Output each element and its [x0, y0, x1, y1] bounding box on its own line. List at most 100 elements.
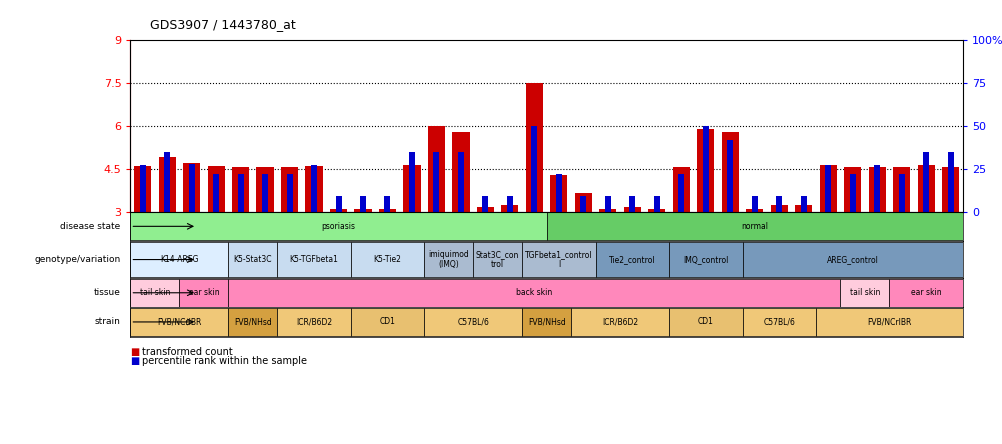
Bar: [574, 193, 591, 212]
Text: IMQ_control: IMQ_control: [682, 255, 727, 264]
Bar: [130, 308, 228, 336]
Bar: [360, 196, 366, 212]
Text: FVB/NHsd: FVB/NHsd: [233, 317, 272, 326]
Bar: [306, 166, 323, 212]
Bar: [546, 212, 962, 240]
Bar: [922, 151, 928, 212]
Bar: [800, 196, 806, 212]
Bar: [795, 205, 812, 212]
Text: transformed count: transformed count: [142, 347, 232, 357]
Text: FVB/NCrIBR: FVB/NCrIBR: [157, 317, 201, 326]
Bar: [424, 308, 522, 336]
Bar: [330, 209, 347, 212]
Bar: [522, 308, 570, 336]
Bar: [433, 151, 439, 212]
Bar: [228, 279, 840, 307]
Bar: [458, 151, 464, 212]
Bar: [384, 196, 390, 212]
Bar: [770, 205, 787, 212]
Bar: [501, 205, 518, 212]
Text: ICR/B6D2: ICR/B6D2: [296, 317, 332, 326]
Bar: [628, 196, 634, 212]
Bar: [868, 167, 885, 212]
Text: K5-Tie2: K5-Tie2: [373, 255, 401, 264]
Text: disease state: disease state: [60, 222, 120, 231]
Bar: [257, 167, 274, 212]
Bar: [595, 242, 668, 278]
Bar: [752, 196, 757, 212]
Bar: [672, 167, 689, 212]
Text: K5-TGFbeta1: K5-TGFbeta1: [290, 255, 338, 264]
Bar: [506, 196, 512, 212]
Text: C57BL/6: C57BL/6: [763, 317, 795, 326]
Text: tissue: tissue: [93, 288, 120, 297]
Text: tail skin: tail skin: [849, 288, 879, 297]
Bar: [525, 83, 542, 212]
Bar: [721, 131, 738, 212]
Bar: [409, 151, 415, 212]
Bar: [158, 157, 175, 212]
Text: K14-AREG: K14-AREG: [160, 255, 198, 264]
Bar: [351, 308, 424, 336]
Text: C57BL/6: C57BL/6: [457, 317, 489, 326]
Bar: [277, 242, 351, 278]
Bar: [134, 166, 151, 212]
Bar: [653, 196, 659, 212]
Bar: [849, 174, 855, 212]
Bar: [237, 174, 243, 212]
Text: tail skin: tail skin: [139, 288, 170, 297]
Text: ICR/B6D2: ICR/B6D2: [601, 317, 637, 326]
Text: ear skin: ear skin: [188, 288, 219, 297]
Bar: [889, 279, 962, 307]
Bar: [677, 174, 683, 212]
Bar: [188, 164, 194, 212]
Text: ear skin: ear skin: [910, 288, 941, 297]
Bar: [726, 139, 732, 212]
Bar: [819, 165, 836, 212]
Text: ■: ■: [130, 356, 139, 366]
Text: psoriasis: psoriasis: [322, 222, 355, 231]
Bar: [668, 308, 741, 336]
Bar: [262, 174, 268, 212]
Bar: [555, 174, 561, 212]
Text: Tie2_control: Tie2_control: [608, 255, 655, 264]
Bar: [874, 165, 880, 212]
Text: imiquimod
(IMQ): imiquimod (IMQ): [428, 250, 469, 269]
Bar: [130, 279, 179, 307]
Bar: [741, 242, 962, 278]
Bar: [623, 207, 640, 212]
Bar: [473, 242, 522, 278]
Text: Stat3C_con
trol: Stat3C_con trol: [476, 250, 519, 269]
Bar: [179, 279, 228, 307]
Text: AREG_control: AREG_control: [826, 255, 878, 264]
Bar: [482, 196, 488, 212]
Bar: [816, 308, 962, 336]
Bar: [522, 242, 595, 278]
Bar: [164, 151, 170, 212]
Text: FVB/NCrIBR: FVB/NCrIBR: [867, 317, 911, 326]
Bar: [311, 165, 317, 212]
Text: ■: ■: [130, 347, 139, 357]
Bar: [452, 131, 469, 212]
Text: CD1: CD1: [697, 317, 713, 326]
Bar: [702, 126, 708, 212]
Bar: [531, 126, 537, 212]
Bar: [379, 209, 396, 212]
Bar: [139, 165, 145, 212]
Text: K5-Stat3C: K5-Stat3C: [233, 255, 272, 264]
Text: percentile rank within the sample: percentile rank within the sample: [142, 356, 308, 366]
Bar: [130, 242, 228, 278]
Bar: [892, 167, 910, 212]
Bar: [647, 209, 664, 212]
Bar: [277, 308, 351, 336]
Bar: [476, 207, 494, 212]
Text: genotype/variation: genotype/variation: [34, 255, 120, 264]
Bar: [281, 167, 298, 212]
Text: FVB/NHsd: FVB/NHsd: [527, 317, 565, 326]
Bar: [604, 196, 610, 212]
Bar: [287, 174, 293, 212]
Bar: [228, 242, 277, 278]
Bar: [745, 209, 763, 212]
Bar: [130, 212, 546, 240]
Bar: [231, 167, 248, 212]
